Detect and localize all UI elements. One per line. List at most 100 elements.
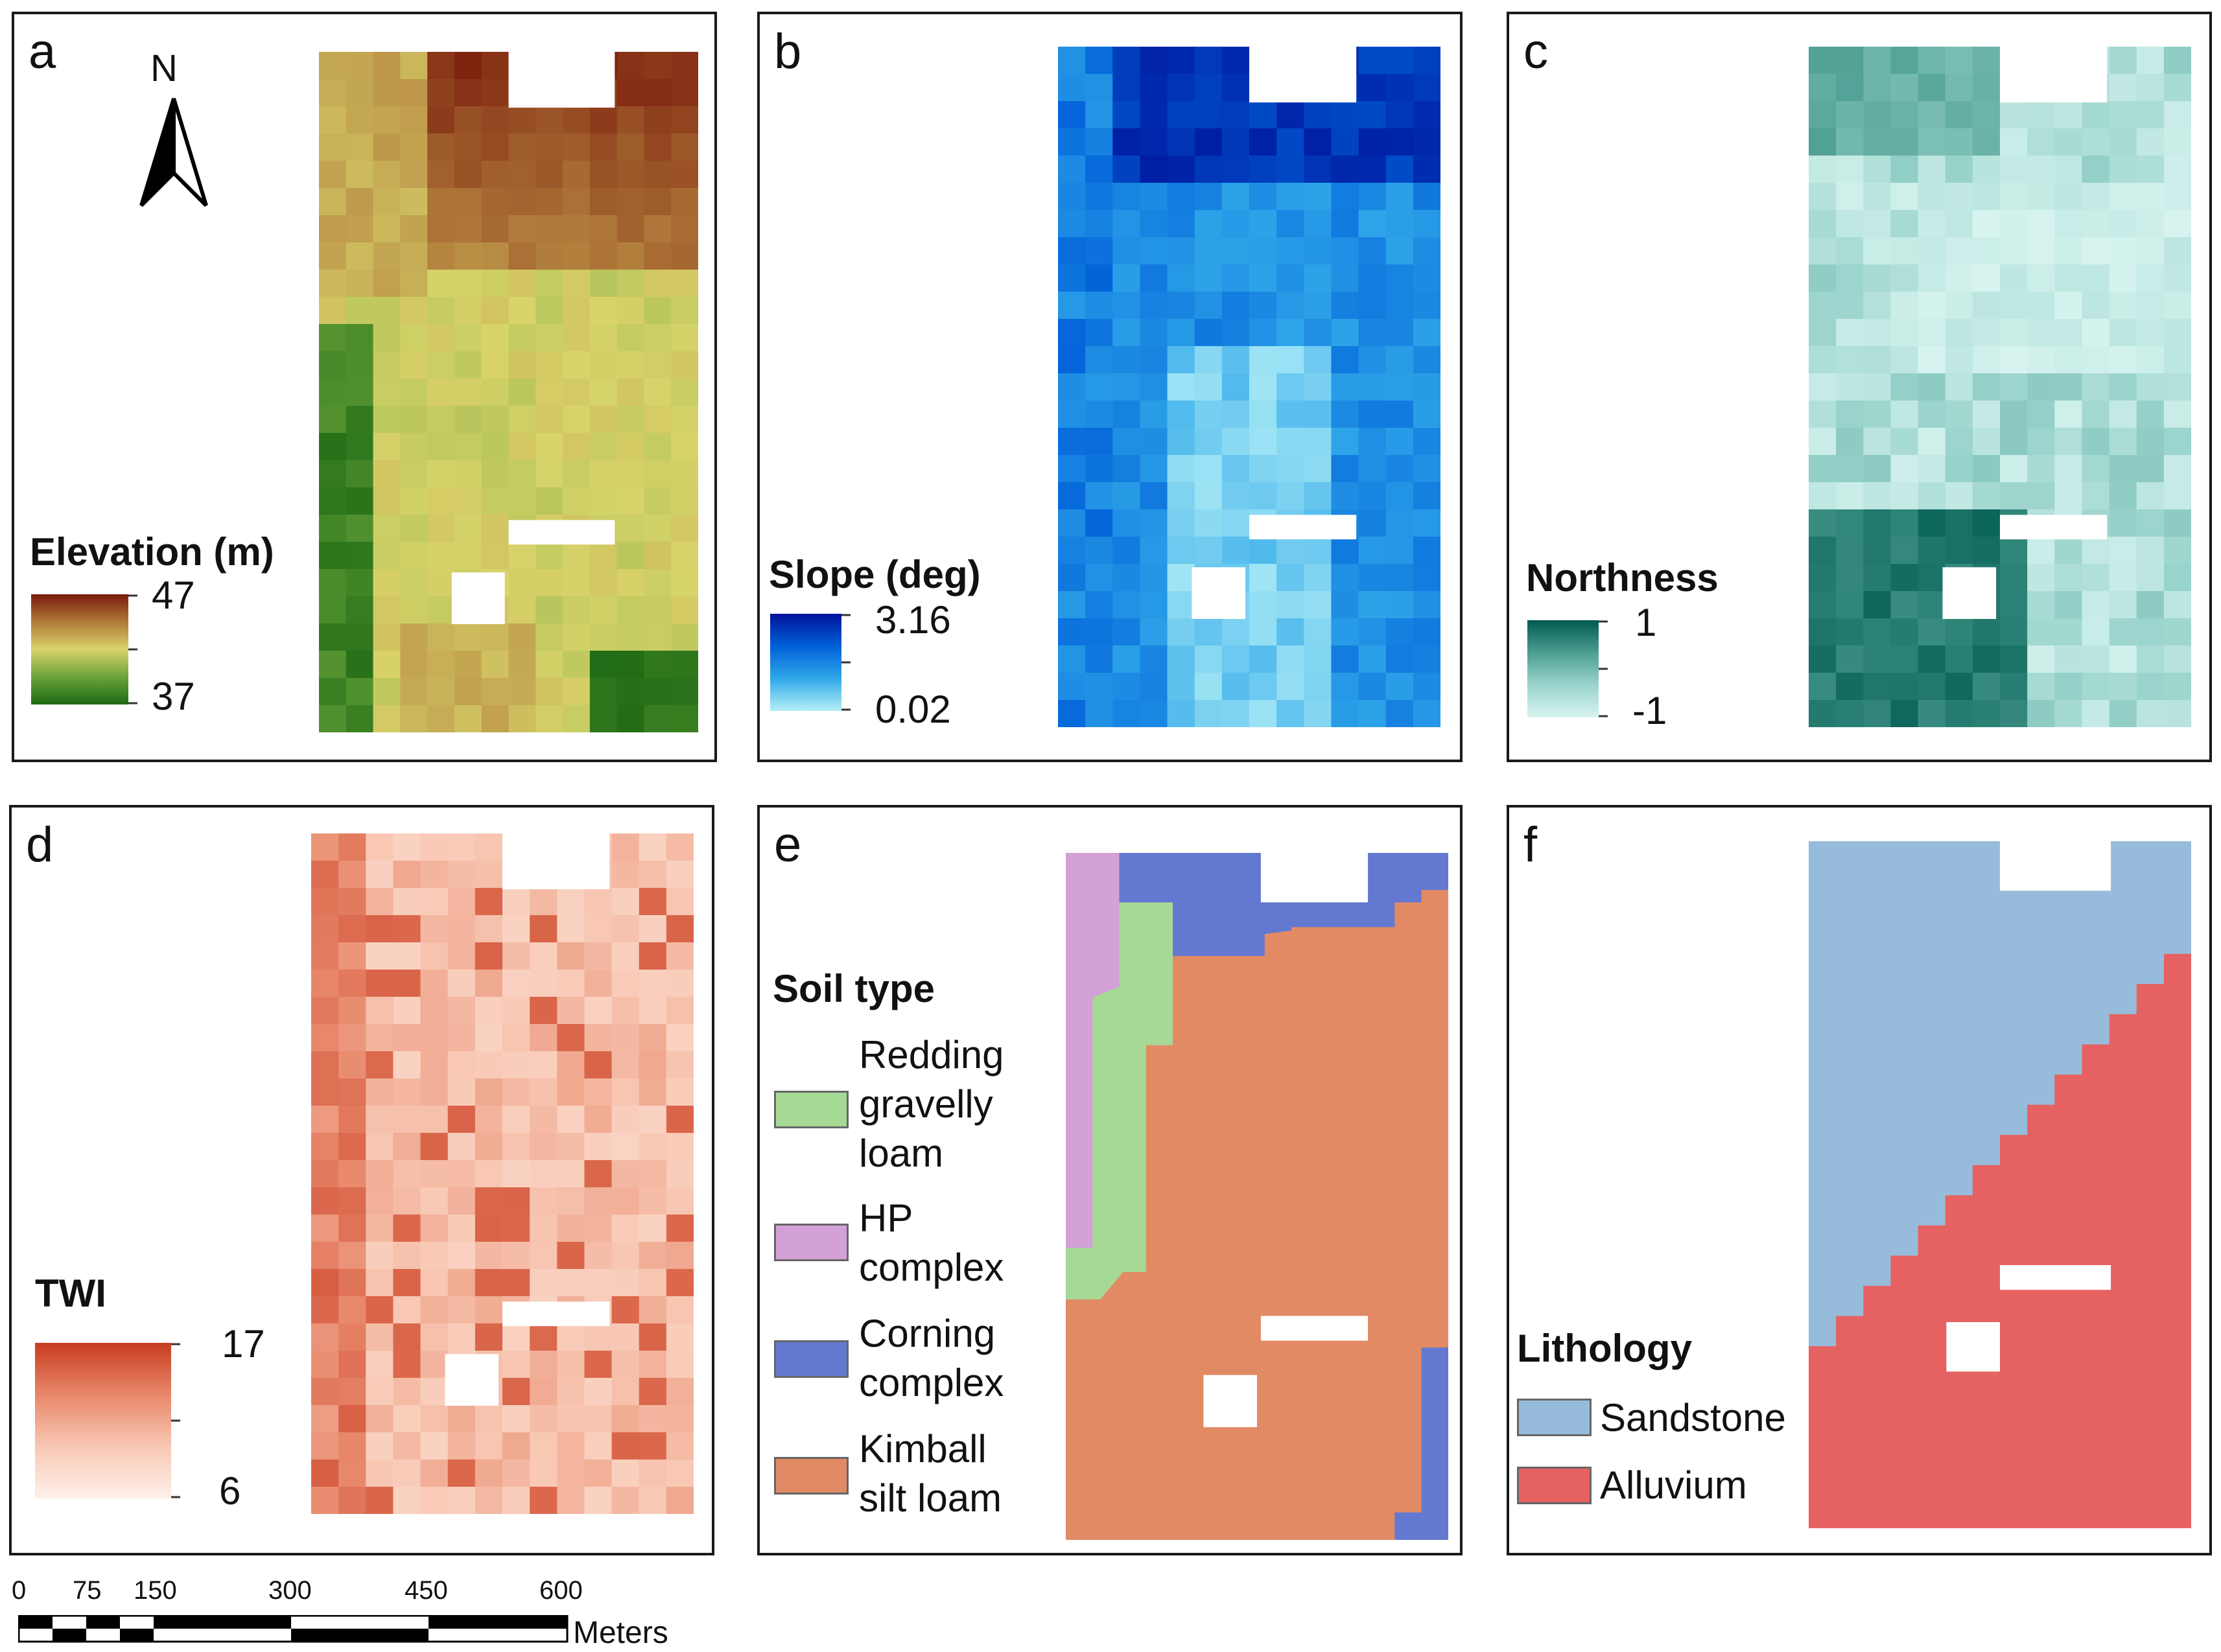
- raster-cell: [2000, 292, 2028, 320]
- raster-cell: [1358, 428, 1387, 456]
- northness-color-ramp: [1527, 620, 1608, 717]
- raster-cell: [639, 1051, 667, 1079]
- raster-cell: [2136, 128, 2165, 156]
- raster-cell: [420, 1296, 449, 1324]
- raster-cell: [1358, 673, 1387, 701]
- panel-northness: c Northness 1 -1: [1507, 12, 2212, 762]
- raster-cell: [1276, 591, 1304, 619]
- raster-cell: [311, 1323, 339, 1351]
- raster-cell: [373, 351, 401, 379]
- raster-cell: [1221, 618, 1250, 646]
- raster-cell: [1221, 646, 1250, 673]
- raster-cell: [1058, 373, 1086, 401]
- raster-cell: [557, 1160, 585, 1188]
- raster-cell: [1863, 319, 1892, 347]
- raster-cell: [2054, 673, 2083, 701]
- raster-cell: [427, 515, 455, 542]
- raster-cell: [393, 1051, 421, 1079]
- raster-cell: [400, 623, 428, 651]
- raster-cell: [366, 833, 394, 861]
- raster-cell: [639, 1296, 667, 1324]
- raster-cell: [563, 297, 591, 325]
- raster-cell: [2136, 264, 2165, 292]
- raster-cell: [1385, 373, 1414, 401]
- raster-cell: [366, 1078, 394, 1106]
- raster-cell: [1809, 673, 1837, 701]
- raster-cell: [1809, 700, 1837, 727]
- legend-min-label: 37: [152, 675, 195, 718]
- raster-cell: [346, 134, 374, 161]
- raster-cell: [311, 1296, 339, 1324]
- raster-cell: [2000, 700, 2028, 727]
- raster-cell: [311, 1160, 339, 1188]
- raster-cell: [2163, 482, 2191, 510]
- raster-cell: [311, 1378, 339, 1406]
- raster-cell: [1972, 482, 2001, 510]
- raster-cell: [1140, 264, 1168, 292]
- raster-cell: [475, 1215, 503, 1242]
- raster-cell: [373, 188, 401, 216]
- raster-cell: [1194, 646, 1223, 673]
- raster-cell: [2109, 618, 2137, 646]
- raster-cell: [1358, 373, 1387, 401]
- raster-cell: [1058, 101, 1086, 129]
- raster-cell: [2109, 264, 2137, 292]
- raster-cell: [1221, 455, 1250, 483]
- raster-cell: [644, 188, 672, 216]
- raster-cell: [2136, 455, 2165, 483]
- raster-cell: [2082, 183, 2110, 211]
- raster-cell: [2136, 401, 2165, 428]
- raster-cell: [557, 1460, 585, 1487]
- raster-cell: [2027, 673, 2055, 701]
- raster-cell: [1058, 319, 1086, 347]
- raster-cell: [1304, 428, 1332, 456]
- raster-cell: [1167, 428, 1195, 456]
- raster-cell: [427, 487, 455, 515]
- raster-cell: [373, 242, 401, 270]
- raster-cell: [2082, 428, 2110, 456]
- raster-cell: [427, 623, 455, 651]
- scale-tick-600: 600: [539, 1576, 583, 1605]
- raster-cell: [639, 942, 667, 970]
- raster-cell: [1304, 646, 1332, 673]
- soil-type-map: [1066, 853, 1448, 1540]
- raster-cell: [584, 1351, 613, 1379]
- panel-lithology: f Lithology Sandstone Alluvium: [1507, 805, 2212, 1555]
- raster-cell: [617, 569, 645, 597]
- raster-cell: [1945, 101, 1973, 129]
- raster-cell: [454, 705, 482, 732]
- raster-cell: [557, 970, 585, 997]
- nodata-area: [1249, 515, 1357, 540]
- raster-cell: [1085, 47, 1113, 75]
- raster-cell: [2109, 373, 2137, 401]
- raster-cell: [1890, 428, 1919, 456]
- raster-cell: [1276, 618, 1304, 646]
- raster-cell: [475, 915, 503, 943]
- raster-cell: [2136, 509, 2165, 537]
- raster-cell: [311, 1078, 339, 1106]
- raster-cell: [319, 215, 347, 243]
- soil-label-redding: Redding gravelly loam: [859, 1033, 1004, 1175]
- raster-cell: [2054, 128, 2083, 156]
- raster-cell: [1809, 346, 1837, 374]
- raster-cell: [671, 351, 698, 379]
- raster-cell: [2000, 646, 2028, 673]
- raster-cell: [563, 351, 591, 379]
- raster-cell: [475, 1323, 503, 1351]
- panel-letter: b: [774, 24, 802, 79]
- raster-cell: [2082, 537, 2110, 564]
- raster-cell: [2109, 591, 2137, 619]
- panel-letter: e: [774, 817, 802, 872]
- raster-cell: [508, 406, 536, 434]
- raster-cell: [1358, 156, 1387, 183]
- raster-cell: [508, 188, 536, 216]
- raster-cell: [1194, 210, 1223, 238]
- raster-cell: [1809, 237, 1837, 265]
- raster-cell: [1890, 237, 1919, 265]
- raster-cell: [1331, 128, 1359, 156]
- raster-cell: [1890, 47, 1919, 75]
- raster-cell: [1890, 101, 1919, 129]
- raster-cell: [530, 1187, 558, 1215]
- raster-cell: [2163, 618, 2191, 646]
- raster-cell: [2163, 74, 2191, 102]
